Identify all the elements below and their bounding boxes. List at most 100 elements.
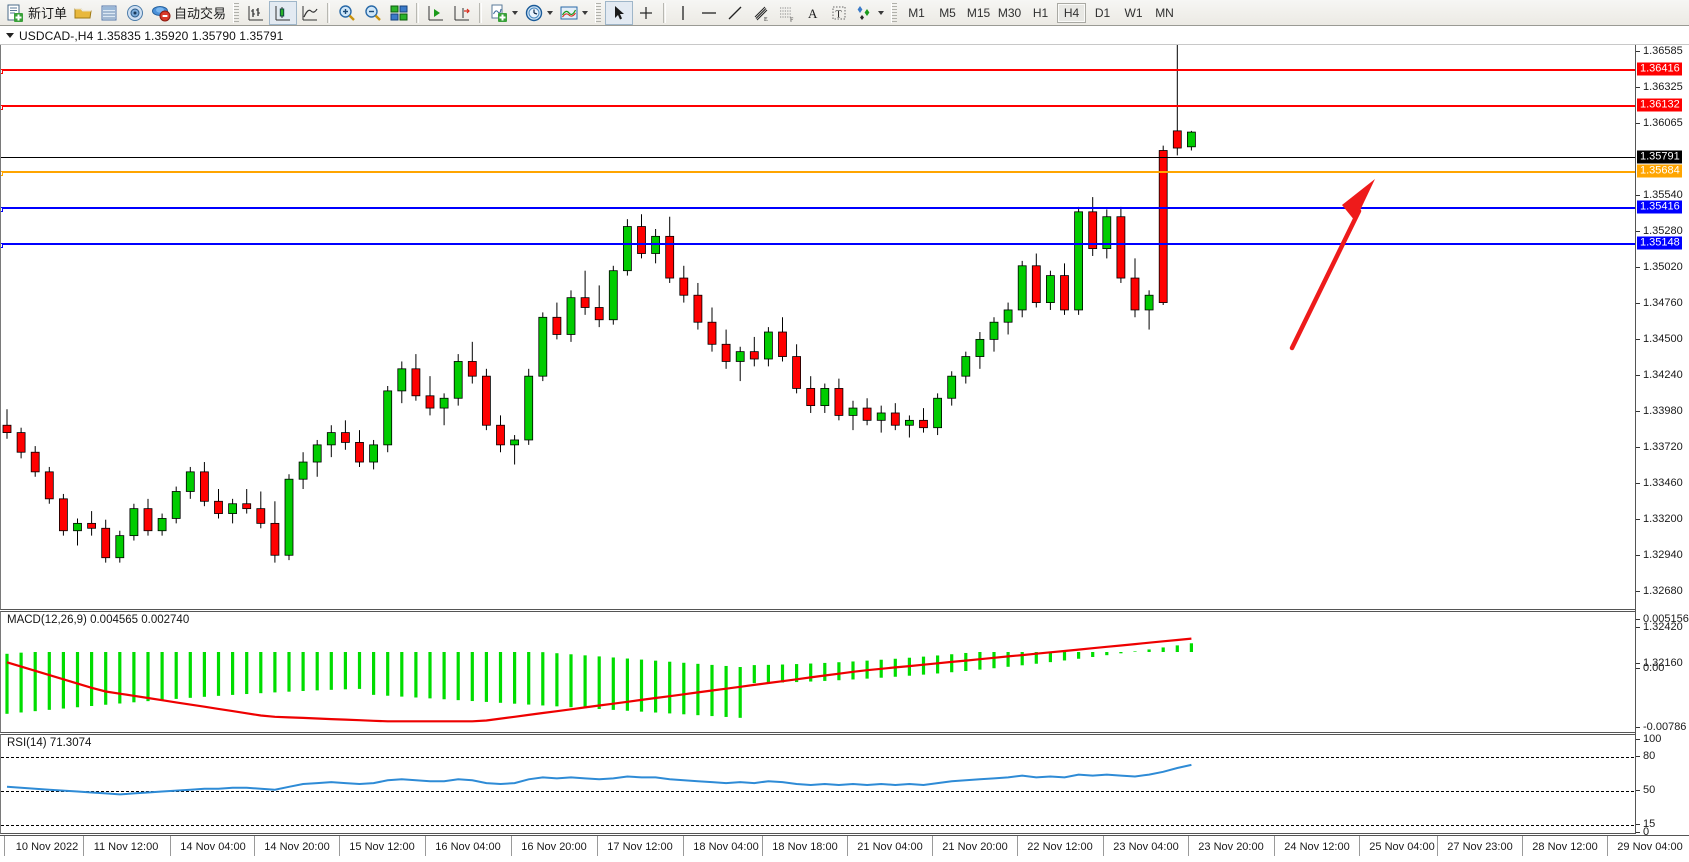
- chart-menu-arrow-icon[interactable]: [6, 33, 14, 38]
- price-tick: 1.34760: [1636, 297, 1683, 309]
- horizontal-line-button[interactable]: [696, 1, 722, 25]
- support-line-1[interactable]: [1, 206, 1635, 212]
- rsi-pane[interactable]: RSI(14) 71.3074: [0, 734, 1635, 834]
- text-button[interactable]: A: [800, 1, 826, 25]
- trendline-button[interactable]: [722, 1, 748, 25]
- rsi-level-50: [1, 791, 1634, 792]
- rsi-tick: 100: [1636, 733, 1661, 745]
- time-tick: 11 Nov 12:00: [93, 841, 159, 853]
- vertical-line-button[interactable]: [670, 1, 696, 25]
- chart-shift-button[interactable]: [449, 1, 475, 25]
- time-divider: [597, 836, 598, 856]
- macd-pane[interactable]: MACD(12,26,9) 0.004565 0.002740: [0, 611, 1635, 733]
- toolbar-grip-2[interactable]: [595, 2, 602, 23]
- candle-body: [369, 444, 379, 463]
- timeframe-h1[interactable]: H1: [1032, 5, 1049, 20]
- indicators-caret-icon[interactable]: [512, 10, 519, 15]
- resistance-label-2[interactable]: 1.36132: [1637, 98, 1682, 112]
- candle-body: [326, 432, 336, 446]
- timeframe-h4[interactable]: H4: [1057, 2, 1087, 23]
- toolbar-grip-1[interactable]: [233, 2, 240, 23]
- timeframe-mn[interactable]: MN: [1155, 5, 1174, 20]
- entry-price-label[interactable]: 1.35684: [1637, 164, 1682, 178]
- candle-body: [2, 424, 12, 433]
- candle-body: [1130, 277, 1140, 311]
- rsi-tick: 0: [1636, 826, 1649, 838]
- periods-caret-icon[interactable]: [547, 10, 554, 15]
- macd-series: [5, 637, 1194, 723]
- time-tick: 16 Nov 20:00: [521, 841, 587, 853]
- equidistant-channel-button[interactable]: E: [748, 1, 774, 25]
- support-line-2[interactable]: [1, 242, 1635, 248]
- resistance-line-2[interactable]: [1, 104, 1635, 110]
- current-price-label[interactable]: 1.35791: [1637, 150, 1682, 164]
- entry-line[interactable]: [1, 170, 1635, 176]
- autotrading-button[interactable]: 自动交易: [148, 1, 229, 25]
- zoom-out-button[interactable]: [360, 1, 386, 25]
- clock-icon: [525, 4, 543, 21]
- time-scale[interactable]: 10 Nov 2022 11 Nov 12:00 14 Nov 04:00 14 No…: [0, 835, 1689, 862]
- line-chart-button[interactable]: [297, 1, 323, 25]
- tile-windows-button[interactable]: [386, 1, 412, 25]
- rsi-tick: 15: [1636, 818, 1655, 830]
- candle-body: [411, 368, 421, 397]
- time-tick: 23 Nov 04:00: [1113, 841, 1179, 853]
- profiles-button[interactable]: [70, 1, 96, 25]
- chart-shift-icon: [454, 5, 470, 20]
- time-tick: 24 Nov 12:00: [1284, 841, 1350, 853]
- candle-body: [129, 508, 139, 537]
- timeframe-d1[interactable]: D1: [1094, 5, 1111, 20]
- objects-button[interactable]: [852, 1, 887, 25]
- navigator-button[interactable]: [122, 1, 148, 25]
- price-tick: 1.35020: [1636, 261, 1683, 273]
- templates-button[interactable]: [556, 1, 591, 25]
- objects-caret-icon[interactable]: [878, 10, 885, 15]
- time-tick: 22 Nov 12:00: [1027, 841, 1093, 853]
- price-tick: 1.32420: [1636, 621, 1683, 633]
- text-label-icon: T: [832, 6, 846, 20]
- time-tick: 18 Nov 18:00: [772, 841, 838, 853]
- candle-body: [1031, 265, 1041, 303]
- crosshair-button[interactable]: [633, 1, 659, 25]
- timeframe-m15[interactable]: M15: [966, 5, 991, 20]
- vertical-line-icon: [682, 5, 684, 20]
- time-divider: [1437, 836, 1438, 856]
- timeframe-m5[interactable]: M5: [939, 5, 956, 20]
- timeframe-m30[interactable]: M30: [997, 5, 1022, 20]
- zoom-in-button[interactable]: [334, 1, 360, 25]
- timeframe-w1[interactable]: W1: [1124, 5, 1143, 20]
- price-pane[interactable]: [0, 45, 1635, 610]
- price-tick: 1.35540: [1636, 189, 1683, 201]
- candle-body: [284, 478, 294, 556]
- autotrading-label: 自动交易: [174, 6, 227, 21]
- candlestick-chart-button[interactable]: [269, 0, 298, 25]
- fibonacci-button[interactable]: F: [774, 1, 800, 25]
- candle-body: [73, 522, 82, 532]
- resistance-label-1[interactable]: 1.36416: [1637, 62, 1682, 76]
- time-divider: [83, 836, 84, 856]
- market-watch-button[interactable]: [96, 1, 122, 25]
- support-label-2[interactable]: 1.35148: [1637, 236, 1682, 250]
- time-divider: [1522, 836, 1523, 856]
- support-label-1[interactable]: 1.35416: [1637, 200, 1682, 214]
- candle-body: [665, 235, 675, 279]
- candle-body: [1060, 275, 1069, 311]
- periods-button[interactable]: [521, 1, 556, 25]
- price-scale[interactable]: 1.36585 1.36325 1.36065 1.35540 1.35280 1.350…: [1635, 45, 1689, 838]
- templates-caret-icon[interactable]: [582, 10, 589, 15]
- candle-body: [947, 375, 957, 399]
- time-tick: 18 Nov 04:00: [693, 841, 759, 853]
- time-divider: [847, 836, 848, 856]
- candle-body: [693, 294, 703, 323]
- timeframe-m1[interactable]: M1: [908, 5, 925, 20]
- indicators-button[interactable]: [486, 1, 521, 25]
- resistance-line-1[interactable]: [1, 68, 1635, 74]
- candle-body: [834, 388, 844, 416]
- candle-body: [143, 508, 153, 532]
- bar-chart-button[interactable]: [243, 1, 269, 25]
- cursor-button[interactable]: [605, 0, 634, 25]
- toolbar-grip-3[interactable]: [891, 2, 898, 23]
- auto-scroll-button[interactable]: [423, 1, 449, 25]
- new-order-button[interactable]: 新订单: [2, 1, 70, 25]
- text-label-button[interactable]: T: [826, 1, 852, 25]
